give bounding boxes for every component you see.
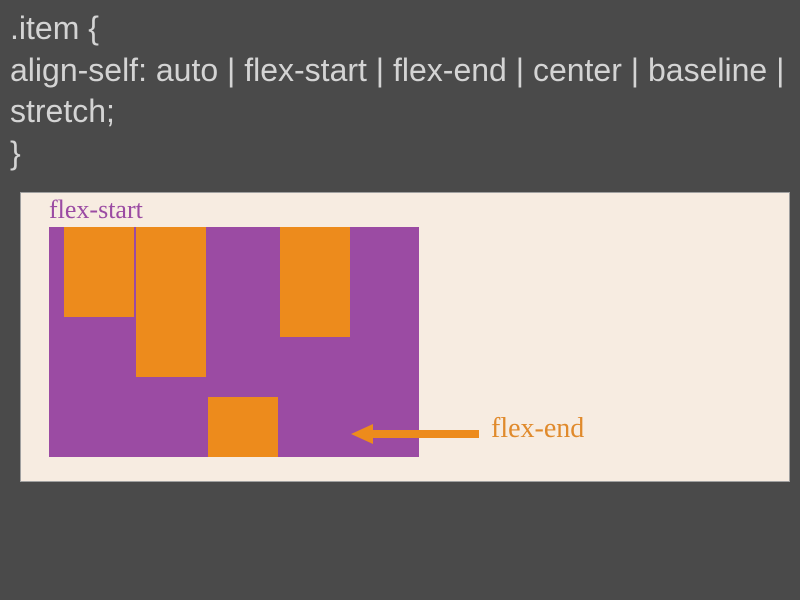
flex-container <box>49 227 419 457</box>
arrow-icon <box>351 424 481 444</box>
flex-item-3 <box>208 397 278 457</box>
code-line-2: align-self: auto | flex-start | flex-end… <box>10 50 790 133</box>
arrow-line <box>371 430 479 438</box>
label-flex-end: flex-end <box>491 413 584 445</box>
label-flex-start: flex-start <box>49 195 143 225</box>
code-line-3: } <box>10 133 790 175</box>
diagram-panel: flex-start flex-end <box>20 192 790 482</box>
arrow-head <box>351 424 373 444</box>
flex-item-1 <box>64 227 134 317</box>
code-block: .item { align-self: auto | flex-start | … <box>0 0 800 192</box>
flex-item-2 <box>136 227 206 377</box>
code-line-1: .item { <box>10 8 790 50</box>
flex-item-4 <box>280 227 350 337</box>
